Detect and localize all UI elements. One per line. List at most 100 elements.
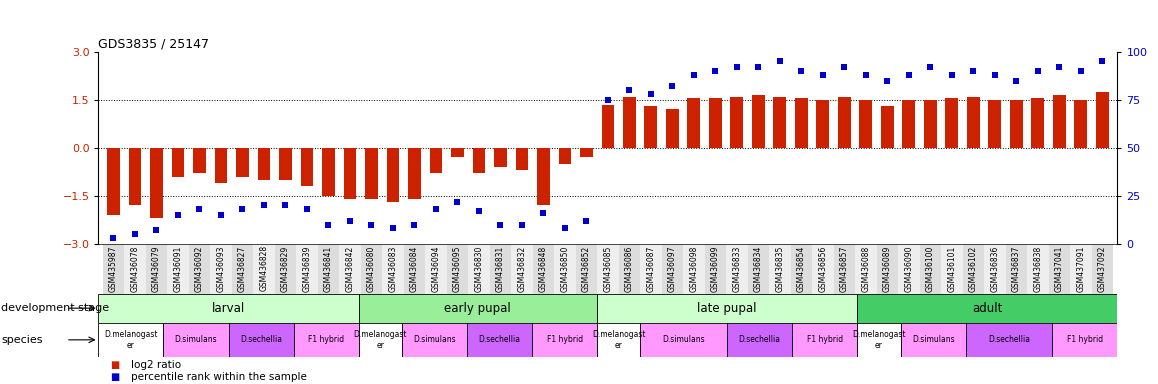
Point <box>684 72 703 78</box>
Bar <box>941 244 962 294</box>
Text: percentile rank within the sample: percentile rank within the sample <box>131 372 307 382</box>
Bar <box>163 323 228 357</box>
Point <box>255 202 273 209</box>
Bar <box>967 97 980 148</box>
Point <box>426 206 445 212</box>
Bar <box>989 100 1002 148</box>
Point <box>277 202 295 209</box>
Text: D.sechellia: D.sechellia <box>739 335 780 344</box>
Bar <box>555 244 576 294</box>
Bar <box>1010 100 1023 148</box>
Text: GSM436856: GSM436856 <box>819 245 828 292</box>
Text: GSM436836: GSM436836 <box>990 245 999 292</box>
Bar <box>1092 244 1113 294</box>
Bar <box>301 148 314 186</box>
Text: ■: ■ <box>110 360 119 370</box>
Point <box>878 78 896 84</box>
Point <box>104 235 123 241</box>
Text: ■: ■ <box>110 372 119 382</box>
Bar <box>189 244 211 294</box>
Bar <box>661 244 683 294</box>
Text: early pupal: early pupal <box>445 302 511 314</box>
Point <box>749 64 768 70</box>
Bar <box>640 244 661 294</box>
Text: F1 hybrid: F1 hybrid <box>1067 335 1104 344</box>
Bar <box>107 148 120 215</box>
Text: GSM436094: GSM436094 <box>432 245 440 292</box>
Bar <box>211 244 232 294</box>
Text: GSM436086: GSM436086 <box>625 245 633 292</box>
Text: GSM436093: GSM436093 <box>217 245 226 292</box>
Point <box>383 225 402 232</box>
Bar <box>838 97 851 148</box>
Bar <box>214 148 227 183</box>
Bar <box>598 244 618 294</box>
Bar <box>537 148 550 205</box>
Text: F1 hybrid: F1 hybrid <box>308 335 344 344</box>
Text: GSM436833: GSM436833 <box>733 245 741 292</box>
Point <box>706 68 725 74</box>
Point <box>147 227 166 233</box>
Bar <box>774 97 786 148</box>
Text: GSM436102: GSM436102 <box>969 245 977 291</box>
Text: GSM436089: GSM436089 <box>882 245 892 292</box>
Bar <box>146 244 167 294</box>
Point <box>642 91 660 97</box>
Text: GSM436838: GSM436838 <box>1033 245 1042 291</box>
Text: GSM436098: GSM436098 <box>689 245 698 292</box>
Bar <box>447 244 468 294</box>
Bar <box>167 244 189 294</box>
Text: GSM436090: GSM436090 <box>904 245 914 292</box>
Text: GSM436830: GSM436830 <box>475 245 483 292</box>
Point <box>1093 58 1112 65</box>
Point <box>835 64 853 70</box>
Bar <box>228 323 294 357</box>
Text: GSM436828: GSM436828 <box>259 245 269 291</box>
Bar <box>408 148 420 199</box>
Bar <box>791 244 812 294</box>
Text: development stage: development stage <box>1 303 109 313</box>
Text: D.simulans: D.simulans <box>911 335 954 344</box>
Bar <box>472 148 485 174</box>
Bar <box>576 244 598 294</box>
Bar <box>924 100 937 148</box>
Bar <box>945 98 959 148</box>
Point <box>621 87 639 93</box>
Bar <box>601 105 615 148</box>
Text: GSM436078: GSM436078 <box>131 245 139 292</box>
Point <box>448 199 467 205</box>
Text: GSM437092: GSM437092 <box>1098 245 1107 292</box>
Text: GSM436832: GSM436832 <box>518 245 527 291</box>
Point <box>470 208 489 214</box>
Text: D.simulans: D.simulans <box>662 335 705 344</box>
Point <box>921 64 939 70</box>
Point <box>513 222 532 228</box>
Point <box>1050 64 1069 70</box>
Point <box>1007 78 1026 84</box>
Bar <box>1053 323 1117 357</box>
Point <box>727 64 746 70</box>
Bar <box>748 244 769 294</box>
Bar <box>881 106 894 148</box>
Bar <box>344 148 357 199</box>
Bar <box>1027 244 1049 294</box>
Bar <box>490 244 511 294</box>
Point <box>362 222 381 228</box>
Point <box>857 72 875 78</box>
Bar <box>430 148 442 174</box>
Bar <box>1070 244 1092 294</box>
Bar <box>683 244 705 294</box>
Text: D.sechellia: D.sechellia <box>478 335 521 344</box>
Bar <box>129 148 141 205</box>
Text: adult: adult <box>973 302 1003 314</box>
Bar <box>425 244 447 294</box>
Bar <box>857 323 901 357</box>
Bar <box>359 323 402 357</box>
Point <box>320 222 338 228</box>
Bar <box>1075 100 1087 148</box>
Bar <box>171 148 184 177</box>
Bar <box>511 244 533 294</box>
Text: GSM436850: GSM436850 <box>560 245 570 292</box>
Bar <box>232 244 254 294</box>
Text: GSM436084: GSM436084 <box>410 245 419 292</box>
